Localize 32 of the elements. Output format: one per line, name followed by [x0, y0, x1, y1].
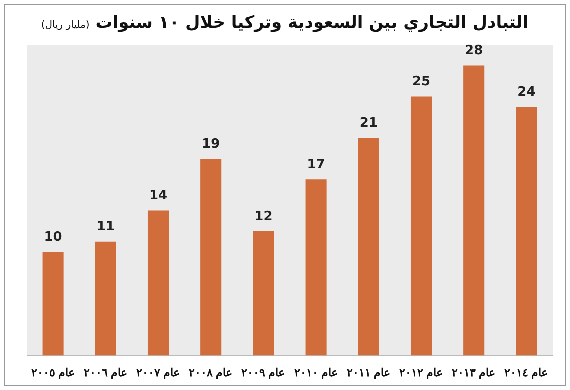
chart-title: التبادل التجاري بين السعودية وتركيا خلال ١٠ سنوات [96, 13, 529, 33]
x-tick-label: عام ٢٠١٢ [399, 367, 444, 380]
chart-subtitle: (مليار ريال) [41, 20, 90, 31]
bar [148, 210, 170, 356]
x-tick-label: عام ٢٠٠٩ [242, 367, 286, 380]
x-tick-label: عام ٢٠٠٦ [84, 367, 128, 380]
data-label: 10 [44, 230, 62, 246]
bar [358, 138, 380, 356]
bar [200, 158, 222, 356]
data-label: 17 [307, 158, 326, 173]
x-tick-label: عام ٢٠١٠ [294, 367, 338, 380]
bar [306, 180, 327, 356]
x-tick-label: عام ٢٠١١ [346, 367, 391, 380]
data-label: 24 [518, 85, 536, 100]
data-label: 14 [149, 188, 168, 204]
bar [410, 96, 432, 356]
x-tick-label: عام ٢٠٠٧ [136, 367, 181, 380]
bar [95, 242, 116, 356]
x-tick-label: عام ٢٠١٤ [504, 367, 549, 380]
bar [253, 231, 274, 356]
data-label: 25 [412, 74, 431, 90]
data-label: 28 [465, 44, 484, 59]
data-label: 12 [254, 209, 273, 224]
x-tick-label: عام ٢٠١٣ [452, 367, 496, 380]
data-label: 21 [360, 116, 378, 132]
bar [464, 66, 485, 356]
x-tick-label: عام ٢٠٠٥ [31, 367, 76, 380]
x-tick-label: عام ٢٠٠٨ [189, 367, 234, 380]
bar [516, 107, 538, 356]
bar [42, 252, 64, 356]
data-label: 19 [202, 136, 220, 152]
data-label: 11 [96, 220, 115, 235]
